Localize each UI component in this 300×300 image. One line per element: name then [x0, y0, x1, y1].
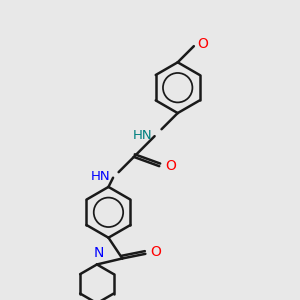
Text: HN: HN — [133, 129, 152, 142]
Text: N: N — [94, 246, 104, 260]
Text: O: O — [165, 159, 176, 173]
Text: HN: HN — [91, 170, 111, 183]
Text: O: O — [197, 37, 208, 51]
Text: O: O — [150, 245, 161, 259]
